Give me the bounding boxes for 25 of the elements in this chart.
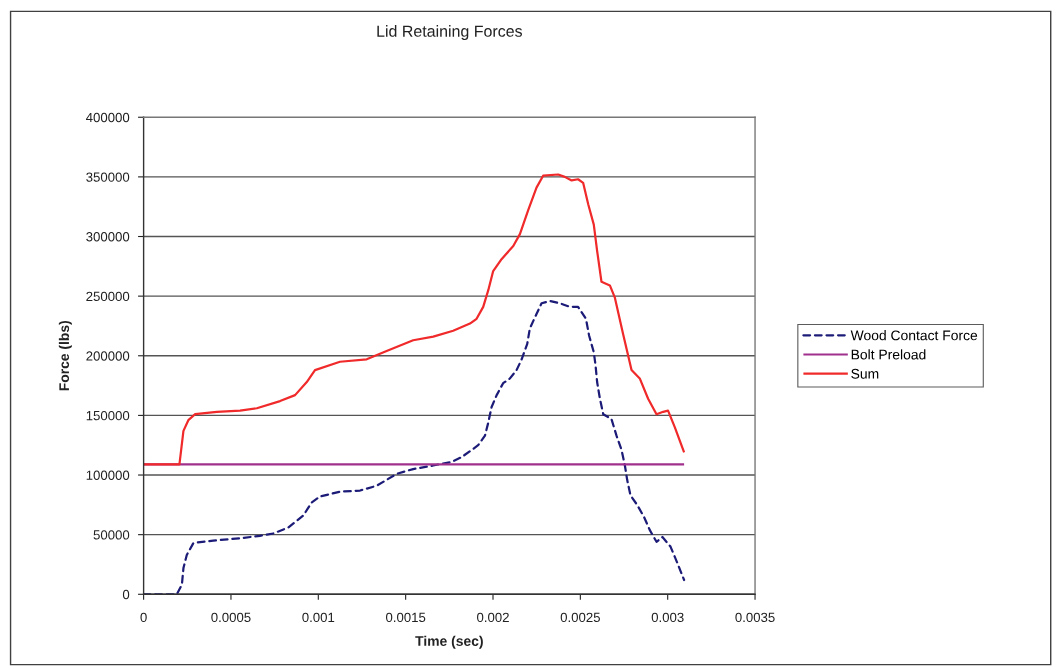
x-axis-title: Time (sec): [415, 635, 483, 649]
x-tick-label: 0.0035: [735, 612, 775, 623]
x-tick-label: 0.002: [477, 612, 509, 623]
y-tick-label: 0: [122, 589, 130, 600]
x-tick-label: 0.003: [651, 612, 684, 623]
y-tick-label: 150000: [86, 410, 130, 421]
y-tick-label: 250000: [86, 291, 130, 302]
y-axis-title: Force (lbs): [58, 320, 72, 391]
x-tick-label: 0.0015: [385, 612, 426, 623]
x-tick-label: 0.0025: [560, 612, 600, 623]
y-tick-label: 400000: [86, 112, 130, 123]
legend-label: Sum: [851, 368, 879, 379]
legend-label: Wood Contact Force: [850, 330, 978, 341]
y-tick-label: 350000: [86, 172, 130, 182]
line-series: [143, 299, 686, 595]
y-tick-label: 100000: [86, 470, 130, 480]
line-series: [143, 173, 686, 466]
y-tick-label: 200000: [86, 351, 130, 361]
x-tick-label: 0.001: [302, 612, 335, 623]
x-tick-label: 0: [140, 612, 147, 623]
y-tick-label: 50000: [93, 530, 130, 540]
chart-title: Lid Retaining Forces: [377, 25, 522, 41]
y-tick-label: 300000: [86, 232, 130, 242]
legend-label: Bolt Preload: [851, 349, 926, 360]
x-tick-label: 0.0005: [211, 612, 251, 623]
